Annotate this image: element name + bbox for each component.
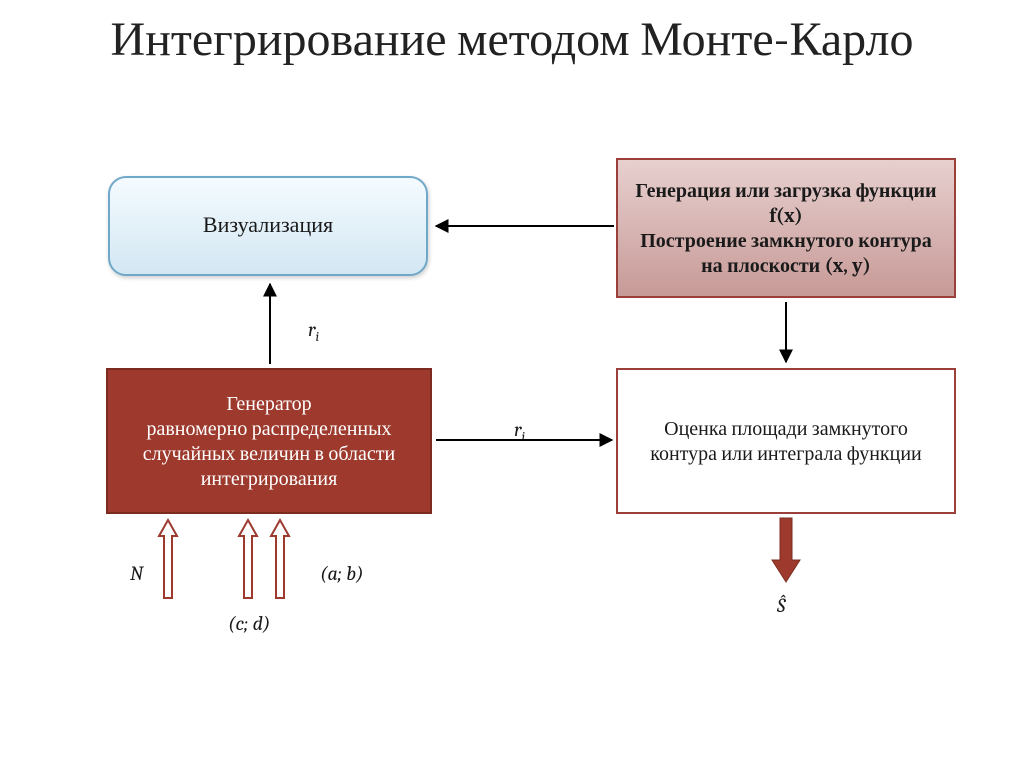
box-rng-text: Генераторравномерно распределенных случа… bbox=[124, 391, 414, 491]
label-s-hat: Ŝ bbox=[777, 594, 785, 617]
label-ri-top: ri bbox=[308, 318, 319, 345]
box-visualization: Визуализация bbox=[108, 176, 428, 276]
label-ab: (a; b) bbox=[320, 562, 364, 585]
arrow-input-cd-1 bbox=[239, 520, 257, 598]
box-generate-function: Генерация или загрузка функции f(x)Постр… bbox=[616, 158, 956, 298]
box-estimate-text: Оценка площади замкнутого контура или ин… bbox=[634, 416, 938, 466]
box-estimate: Оценка площади замкнутого контура или ин… bbox=[616, 368, 956, 514]
slide: Интегрирование методом Монте-Карло Визуа… bbox=[0, 0, 1024, 767]
label-ri-mid: ri bbox=[514, 418, 525, 445]
label-n: N bbox=[130, 562, 143, 585]
box-generate-function-text: Генерация или загрузка функции f(x)Постр… bbox=[634, 178, 938, 278]
box-rng: Генераторравномерно распределенных случа… bbox=[106, 368, 432, 514]
arrow-input-n bbox=[159, 520, 177, 598]
arrow-est-to-output bbox=[772, 518, 800, 582]
box-visualization-text: Визуализация bbox=[203, 212, 333, 240]
label-cd: (c; d) bbox=[228, 612, 270, 635]
slide-title: Интегрирование методом Монте-Карло bbox=[0, 12, 1024, 67]
arrow-input-cd-2 bbox=[271, 520, 289, 598]
